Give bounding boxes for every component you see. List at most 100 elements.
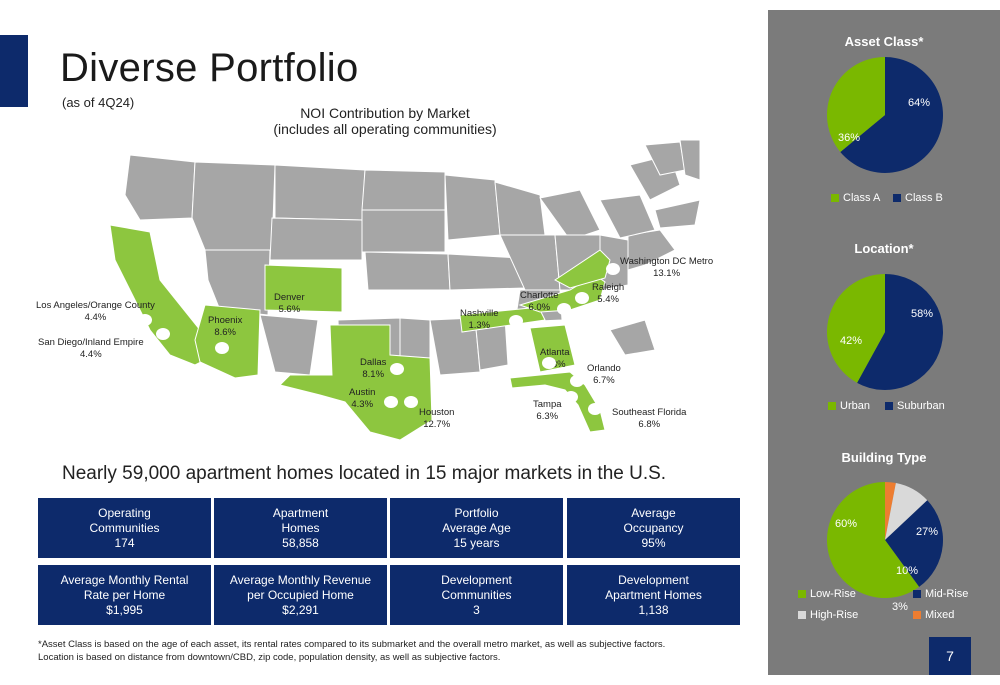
state-shape <box>627 229 676 271</box>
state-shape <box>654 199 700 229</box>
pie-slice-low-rise <box>827 482 920 598</box>
market-label-tampa: Tampa 6.3% <box>533 399 562 423</box>
footnote-line: Location is based on distance from downt… <box>38 652 501 663</box>
legend-swatch <box>913 611 921 619</box>
state-shape <box>494 181 546 236</box>
market-name: Nashville <box>460 308 499 319</box>
stat-label: Homes <box>281 520 320 535</box>
pie-label-class-b: 64% <box>908 97 931 109</box>
state-shape <box>124 154 196 221</box>
stat-value: 58,858 <box>282 535 319 550</box>
stat-label: Apartment <box>272 505 329 520</box>
legend-swatch <box>828 402 836 410</box>
pie-label-low-rise: 60% <box>835 518 858 530</box>
market-marker <box>156 328 170 340</box>
market-marker <box>404 396 418 408</box>
market-marker <box>138 314 152 326</box>
market-value: 5.4% <box>597 294 619 305</box>
legend-label: Suburban <box>897 400 945 412</box>
market-value: 6.7% <box>593 375 615 386</box>
market-state-shape <box>279 324 433 441</box>
stat-value: $2,291 <box>282 602 319 617</box>
pie-label-mid-rise: 27% <box>916 526 939 538</box>
market-marker <box>390 363 404 375</box>
market-value: 8.6% <box>214 327 236 338</box>
market-label-austin: Austin 4.3% <box>349 387 375 411</box>
pie-chart-building-type <box>827 482 943 598</box>
market-marker <box>570 375 584 387</box>
stat-box-average-occupancy: Average Occupancy 95% <box>567 498 740 558</box>
stat-label: Operating <box>98 505 151 520</box>
legend-item-class-a: Class A <box>831 192 880 204</box>
market-state-shape <box>109 224 216 366</box>
stat-label: Apartment Homes <box>605 587 702 602</box>
page-number: 7 <box>929 637 971 675</box>
market-label-charlotte: Charlotte 6.0% <box>520 290 559 314</box>
legend-item-urban: Urban <box>828 400 870 412</box>
stat-box-portfolio-average-age: Portfolio Average Age 15 years <box>390 498 563 558</box>
market-state-shape <box>529 324 576 373</box>
stat-value: 1,138 <box>638 602 669 617</box>
state-shape <box>204 249 271 316</box>
market-marker <box>215 342 229 354</box>
state-shape <box>259 314 319 376</box>
chart-title-location: Location* <box>854 241 914 256</box>
market-name: Atlanta <box>540 347 570 358</box>
market-marker <box>606 263 620 275</box>
legend-item-mixed: Mixed <box>913 609 954 621</box>
legend-item-suburban: Suburban <box>885 400 945 412</box>
market-marker <box>575 292 589 304</box>
legend-swatch <box>798 590 806 598</box>
legend-item-mid-rise: Mid-Rise <box>913 588 968 600</box>
us-map-svg <box>109 140 700 441</box>
legend-swatch <box>885 402 893 410</box>
pie-slice-high-rise <box>885 483 928 540</box>
stat-box-development-communities: Development Communities 3 <box>390 565 563 625</box>
map-title: NOI Contribution by Market (includes all… <box>190 105 580 137</box>
legend-label: Class A <box>843 192 881 204</box>
market-name: Phoenix <box>208 315 243 326</box>
market-label-nashville: Nashville 1.3% <box>460 308 499 332</box>
pie-slice-mixed <box>885 482 896 540</box>
page-subtitle: (as of 4Q24) <box>62 95 135 110</box>
market-label-los-angeles: Los Angeles/Orange County 4.4% <box>36 300 155 324</box>
legend-swatch <box>893 194 901 202</box>
state-shape <box>679 140 700 181</box>
us-market-map <box>100 140 700 460</box>
title-accent-bar <box>0 35 28 107</box>
market-value: 4.4% <box>79 349 102 360</box>
market-name: Denver <box>274 292 305 303</box>
market-name: Southeast Florida <box>612 407 687 418</box>
market-name: Houston <box>419 407 455 418</box>
legend-item-low-rise: Low-Rise <box>798 588 856 600</box>
market-value: 1.3% <box>468 320 491 331</box>
market-label-houston: Houston 12.7% <box>419 407 454 431</box>
state-shape <box>364 251 451 291</box>
market-marker <box>564 391 578 403</box>
legend-label: Urban <box>840 400 870 412</box>
map-title-line2: (includes all operating communities) <box>273 121 497 137</box>
pie-label-suburban: 58% <box>911 308 934 320</box>
legend-label: Class B <box>905 192 943 204</box>
sidebar-charts: Asset Class* 64% 36% Class A Class B Loc… <box>768 10 1000 675</box>
stat-value: 15 years <box>453 535 500 550</box>
stat-label: Occupancy <box>623 520 684 535</box>
legend-label: Mid-Rise <box>925 588 969 600</box>
pie-label-urban: 42% <box>840 335 863 347</box>
stat-box-operating-communities: Operating Communities 174 <box>38 498 211 558</box>
page-title: Diverse Portfolio <box>60 46 359 90</box>
pie-slice-class-b <box>840 57 943 174</box>
stat-label: Communities <box>441 587 512 602</box>
market-value: 13.1% <box>653 268 681 279</box>
market-name: Los Angeles/Orange County <box>36 300 155 311</box>
legend-item-class-b: Class B <box>893 192 943 204</box>
pie-chart-location <box>827 274 943 390</box>
state-shape <box>609 319 656 356</box>
market-name: Tampa <box>533 399 562 410</box>
state-shape <box>361 209 446 253</box>
market-name: Charlotte <box>520 290 559 301</box>
market-label-orlando: Orlando 6.7% <box>587 363 621 387</box>
footnote: *Asset Class is based on the age of each… <box>38 638 665 664</box>
market-value: 4.4% <box>84 312 107 323</box>
market-value: 6.0% <box>528 302 551 313</box>
